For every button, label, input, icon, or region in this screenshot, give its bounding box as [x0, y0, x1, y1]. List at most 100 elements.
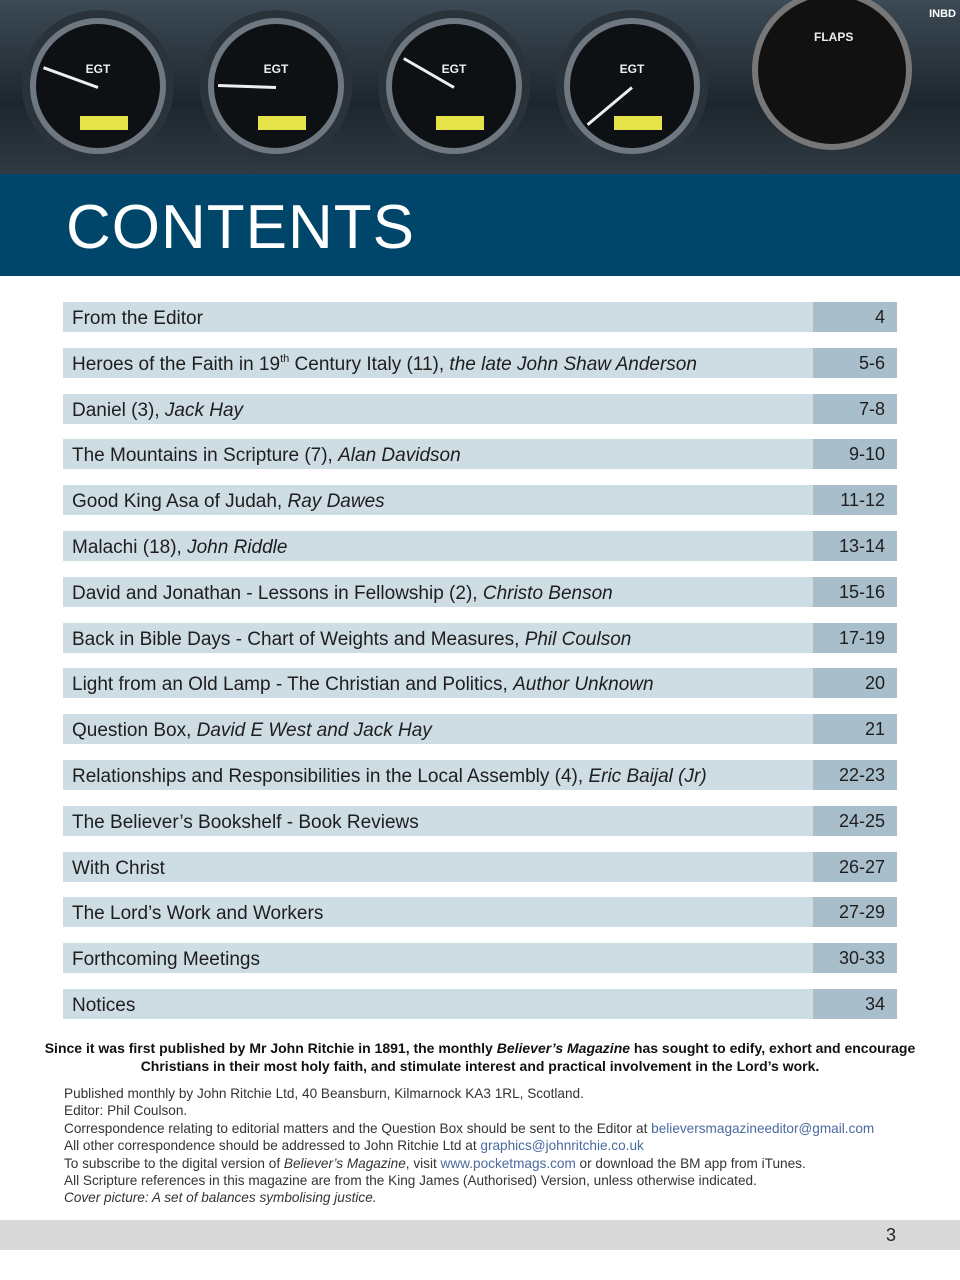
entry-title-cell: The Believer’s Bookshelf - Book Reviews [63, 805, 813, 836]
info-line: All Scripture references in this magazin… [64, 1172, 874, 1189]
gauge-dial: EGT [386, 18, 522, 154]
toc-entry[interactable]: Forthcoming Meetings 30-33 [63, 943, 897, 974]
entry-pages: 7-8 [813, 393, 897, 424]
toc-entry[interactable]: Question Box, David E West and Jack Hay 2… [63, 714, 897, 745]
toc-entry[interactable]: The Believer’s Bookshelf - Book Reviews 2… [63, 805, 897, 836]
entry-pages: 5-6 [813, 347, 897, 378]
gauge-dial: EGT [208, 18, 344, 154]
entry-title: Relationships and Responsibilities in th… [72, 765, 589, 787]
gauge-dial: EGT [564, 18, 700, 154]
info-text: Published monthly by John Ritchie Ltd, 4… [64, 1086, 584, 1101]
mission-statement: Since it was first published by Mr John … [40, 1039, 920, 1075]
entry-author: the late John Shaw Anderson [449, 353, 697, 375]
entry-title: The Mountains in Scripture (7), [72, 445, 339, 467]
entry-author: Eric Baijal (Jr) [588, 765, 707, 787]
flaps-dial: FLAPS [752, 0, 912, 150]
entry-pages: 24-25 [813, 805, 897, 836]
entry-pages: 11-12 [813, 485, 897, 516]
entry-title-cell: Daniel (3), Jack Hay [63, 393, 813, 424]
entry-title: The Believer’s Bookshelf - Book Reviews [72, 811, 419, 833]
entry-title-cell: With Christ [63, 851, 813, 882]
info-link[interactable]: believersmagazineeditor@gmail.com [651, 1120, 875, 1136]
entry-pages: 9-10 [813, 439, 897, 470]
toc-entry[interactable]: Heroes of the Faith in 19th Century Ital… [63, 347, 897, 378]
toc-entry[interactable]: Notices 34 [63, 988, 897, 1019]
toc-entry[interactable]: Relationships and Responsibilities in th… [63, 759, 897, 790]
info-text: , visit [405, 1155, 441, 1171]
entry-author: John Riddle [187, 536, 288, 558]
info-text: Correspondence relating to editorial mat… [64, 1120, 652, 1136]
gauge-label: EGT [441, 62, 467, 76]
page-footer: 3 [0, 1220, 960, 1250]
entry-pages: 21 [813, 714, 897, 745]
page-number: 3 [885, 1225, 896, 1245]
info-line: Correspondence relating to editorial mat… [64, 1120, 874, 1137]
entry-pages: 15-16 [813, 576, 897, 607]
entry-title-cell: Question Box, David E West and Jack Hay [63, 714, 813, 745]
info-line: All other correspondence should be addre… [64, 1137, 874, 1154]
entry-title-cell: From the Editor [63, 302, 813, 332]
toc-entry[interactable]: Daniel (3), Jack Hay 7-8 [63, 393, 897, 424]
entry-pages: 22-23 [813, 759, 897, 790]
entry-title: From the Editor [72, 308, 203, 329]
entry-title-cell: Malachi (18), John Riddle [63, 530, 813, 561]
inbd-label: INBD [929, 8, 956, 20]
entry-author: Ray Dawes [287, 491, 385, 513]
entry-pages: 27-29 [813, 897, 897, 928]
entry-author: Author Unknown [513, 674, 654, 696]
info-text: To subscribe to the digital version of [64, 1155, 284, 1171]
entry-title: Light from an Old Lamp - The Christian a… [72, 674, 514, 696]
gauge-label: EGT [619, 62, 645, 76]
entry-author: Phil Coulson [524, 628, 632, 650]
cover-photo-cockpit-gauges: EGT EGT EGT EGT FLAPS INBD [0, 0, 960, 174]
page-title: CONTENTS [66, 193, 415, 262]
info-text: Believer’s Magazine [283, 1155, 406, 1171]
entry-title-cell: The Lord’s Work and Workers [63, 897, 813, 928]
entry-author: Jack Hay [164, 399, 244, 421]
entry-title-cell: Notices [63, 988, 813, 1019]
entry-author: David E West and Jack Hay [196, 720, 432, 742]
info-link[interactable]: www.pocketmags.com [440, 1155, 576, 1171]
entry-pages: 26-27 [813, 851, 897, 882]
toc-entry[interactable]: Light from an Old Lamp - The Christian a… [63, 668, 897, 699]
entry-pages: 20 [813, 668, 897, 699]
toc-entry[interactable]: David and Jonathan - Lessons in Fellowsh… [63, 576, 897, 607]
entry-author: Alan Davidson [338, 445, 461, 467]
toc-entry[interactable]: Good King Asa of Judah, Ray Dawes 11-12 [63, 485, 897, 516]
entry-title-cell: Forthcoming Meetings [63, 943, 813, 974]
toc-entry[interactable]: With Christ 26-27 [63, 851, 897, 882]
info-line: Cover picture: A set of balances symboli… [64, 1189, 874, 1206]
toc-entry[interactable]: The Lord’s Work and Workers 27-29 [63, 897, 897, 928]
info-line: Editor: Phil Coulson. [64, 1102, 874, 1119]
flaps-label: FLAPS [814, 30, 854, 44]
toc-entry[interactable]: From the Editor 4 [63, 302, 897, 332]
publication-info: Published monthly by John Ritchie Ltd, 4… [64, 1085, 874, 1207]
toc-entry[interactable]: Malachi (18), John Riddle 13-14 [63, 530, 897, 561]
info-text: Cover picture: A set of balances symboli… [64, 1190, 377, 1206]
entry-title: Back in Bible Days - Chart of Weights an… [72, 628, 525, 650]
entry-title-cell: Back in Bible Days - Chart of Weights an… [63, 622, 813, 653]
info-link[interactable]: graphics@johnritchie.co.uk [480, 1138, 644, 1154]
entry-title-cell: David and Jonathan - Lessons in Fellowsh… [63, 576, 813, 607]
info-text: All other correspondence should be addre… [64, 1138, 481, 1154]
entry-title: With Christ [72, 857, 165, 879]
gauge-label: EGT [85, 62, 111, 76]
entry-title: Daniel (3), [72, 399, 165, 421]
entry-title-cell: Relationships and Responsibilities in th… [63, 759, 813, 790]
entry-pages: 4 [813, 302, 897, 332]
entry-pages: 13-14 [813, 530, 897, 561]
gauge-label: EGT [263, 62, 289, 76]
info-text: or download the BM app from iTunes. [575, 1155, 806, 1171]
entry-title: Notices [72, 994, 136, 1016]
entry-title-continued: Century Italy (11), [289, 353, 450, 375]
gauge-dial: EGT [30, 18, 166, 154]
entry-title: Good King Asa of Judah, [72, 491, 288, 513]
entry-title: Heroes of the Faith in 19 [72, 353, 281, 375]
entry-title: The Lord’s Work and Workers [72, 903, 324, 925]
toc-entry[interactable]: Back in Bible Days - Chart of Weights an… [63, 622, 897, 653]
entry-title-cell: Heroes of the Faith in 19th Century Ital… [63, 347, 813, 378]
entry-title: Question Box, [72, 720, 197, 742]
title-band: CONTENTS [0, 174, 960, 276]
mission-text: Believer’s Magazine [496, 1040, 631, 1056]
toc-entry[interactable]: The Mountains in Scripture (7), Alan Dav… [63, 439, 897, 470]
